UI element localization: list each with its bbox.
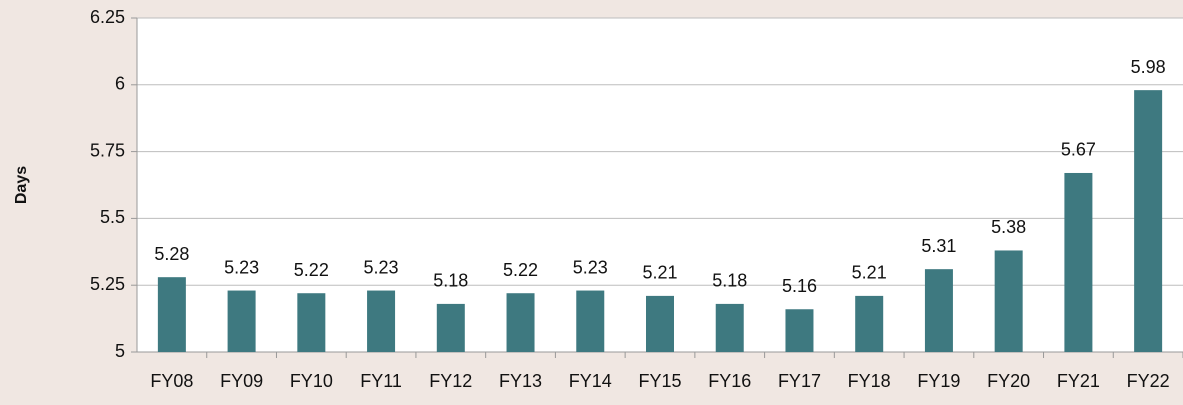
- bar: [785, 309, 814, 352]
- x-tick-label: FY16: [708, 371, 751, 391]
- y-tick-label: 5.75: [90, 140, 125, 160]
- y-tick-label: 5.5: [100, 207, 125, 227]
- bar: [227, 290, 256, 352]
- x-tick-label: FY18: [848, 371, 891, 391]
- y-axis-title: Days: [13, 166, 30, 204]
- data-label: 5.23: [364, 257, 399, 277]
- x-tick-label: FY10: [290, 371, 333, 391]
- x-tick-label: FY22: [1127, 371, 1170, 391]
- data-label: 5.98: [1131, 57, 1166, 77]
- bar: [436, 303, 465, 352]
- x-tick-label: FY11: [360, 371, 402, 391]
- bar: [157, 277, 186, 352]
- data-label: 5.38: [991, 217, 1026, 237]
- y-tick-label: 5: [115, 341, 125, 361]
- x-tick-label: FY14: [569, 371, 612, 391]
- bar: [576, 290, 605, 352]
- data-label: 5.23: [224, 257, 259, 277]
- data-label: 5.18: [433, 271, 468, 291]
- data-label: 5.21: [642, 263, 677, 283]
- x-tick-label: FY08: [150, 371, 193, 391]
- bar: [367, 290, 396, 352]
- x-tick-label: FY20: [987, 371, 1030, 391]
- data-label: 5.67: [1061, 140, 1096, 160]
- bar: [1064, 172, 1093, 352]
- data-label: 5.18: [712, 271, 747, 291]
- x-tick-label: FY13: [499, 371, 542, 391]
- bar: [646, 295, 674, 352]
- bar: [994, 250, 1023, 352]
- bar: [1134, 90, 1163, 353]
- y-tick-label: 6: [115, 74, 125, 94]
- data-label: 5.22: [503, 260, 538, 280]
- bar: [506, 293, 535, 352]
- data-label: 5.22: [294, 260, 329, 280]
- data-label: 5.23: [573, 257, 608, 277]
- y-tick-label: 5.25: [90, 274, 125, 294]
- x-tick-label: FY09: [220, 371, 263, 391]
- x-tick-label: FY15: [638, 371, 681, 391]
- data-label: 5.28: [154, 244, 189, 264]
- x-tick-label: FY17: [778, 371, 821, 391]
- x-tick-label: FY21: [1057, 371, 1100, 391]
- x-tick-label: FY19: [917, 371, 960, 391]
- bar: [855, 295, 884, 352]
- data-label: 5.31: [921, 236, 956, 256]
- x-tick-label: FY12: [429, 371, 472, 391]
- bar: [924, 269, 953, 352]
- bar: [715, 303, 744, 352]
- y-tick-label: 6.25: [90, 7, 125, 27]
- data-label: 5.16: [782, 276, 817, 296]
- data-label: 5.21: [852, 263, 887, 283]
- bar: [297, 293, 326, 352]
